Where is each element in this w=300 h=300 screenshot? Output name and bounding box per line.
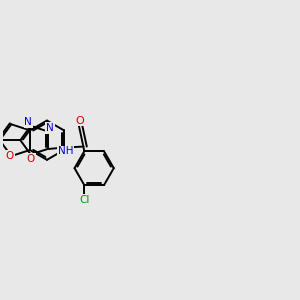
Text: Cl: Cl [79, 195, 89, 205]
Text: NH: NH [58, 146, 74, 157]
Text: O: O [6, 151, 14, 161]
Text: O: O [27, 154, 35, 164]
Text: O: O [76, 116, 84, 126]
Text: N: N [46, 123, 54, 133]
Text: N: N [24, 118, 32, 128]
